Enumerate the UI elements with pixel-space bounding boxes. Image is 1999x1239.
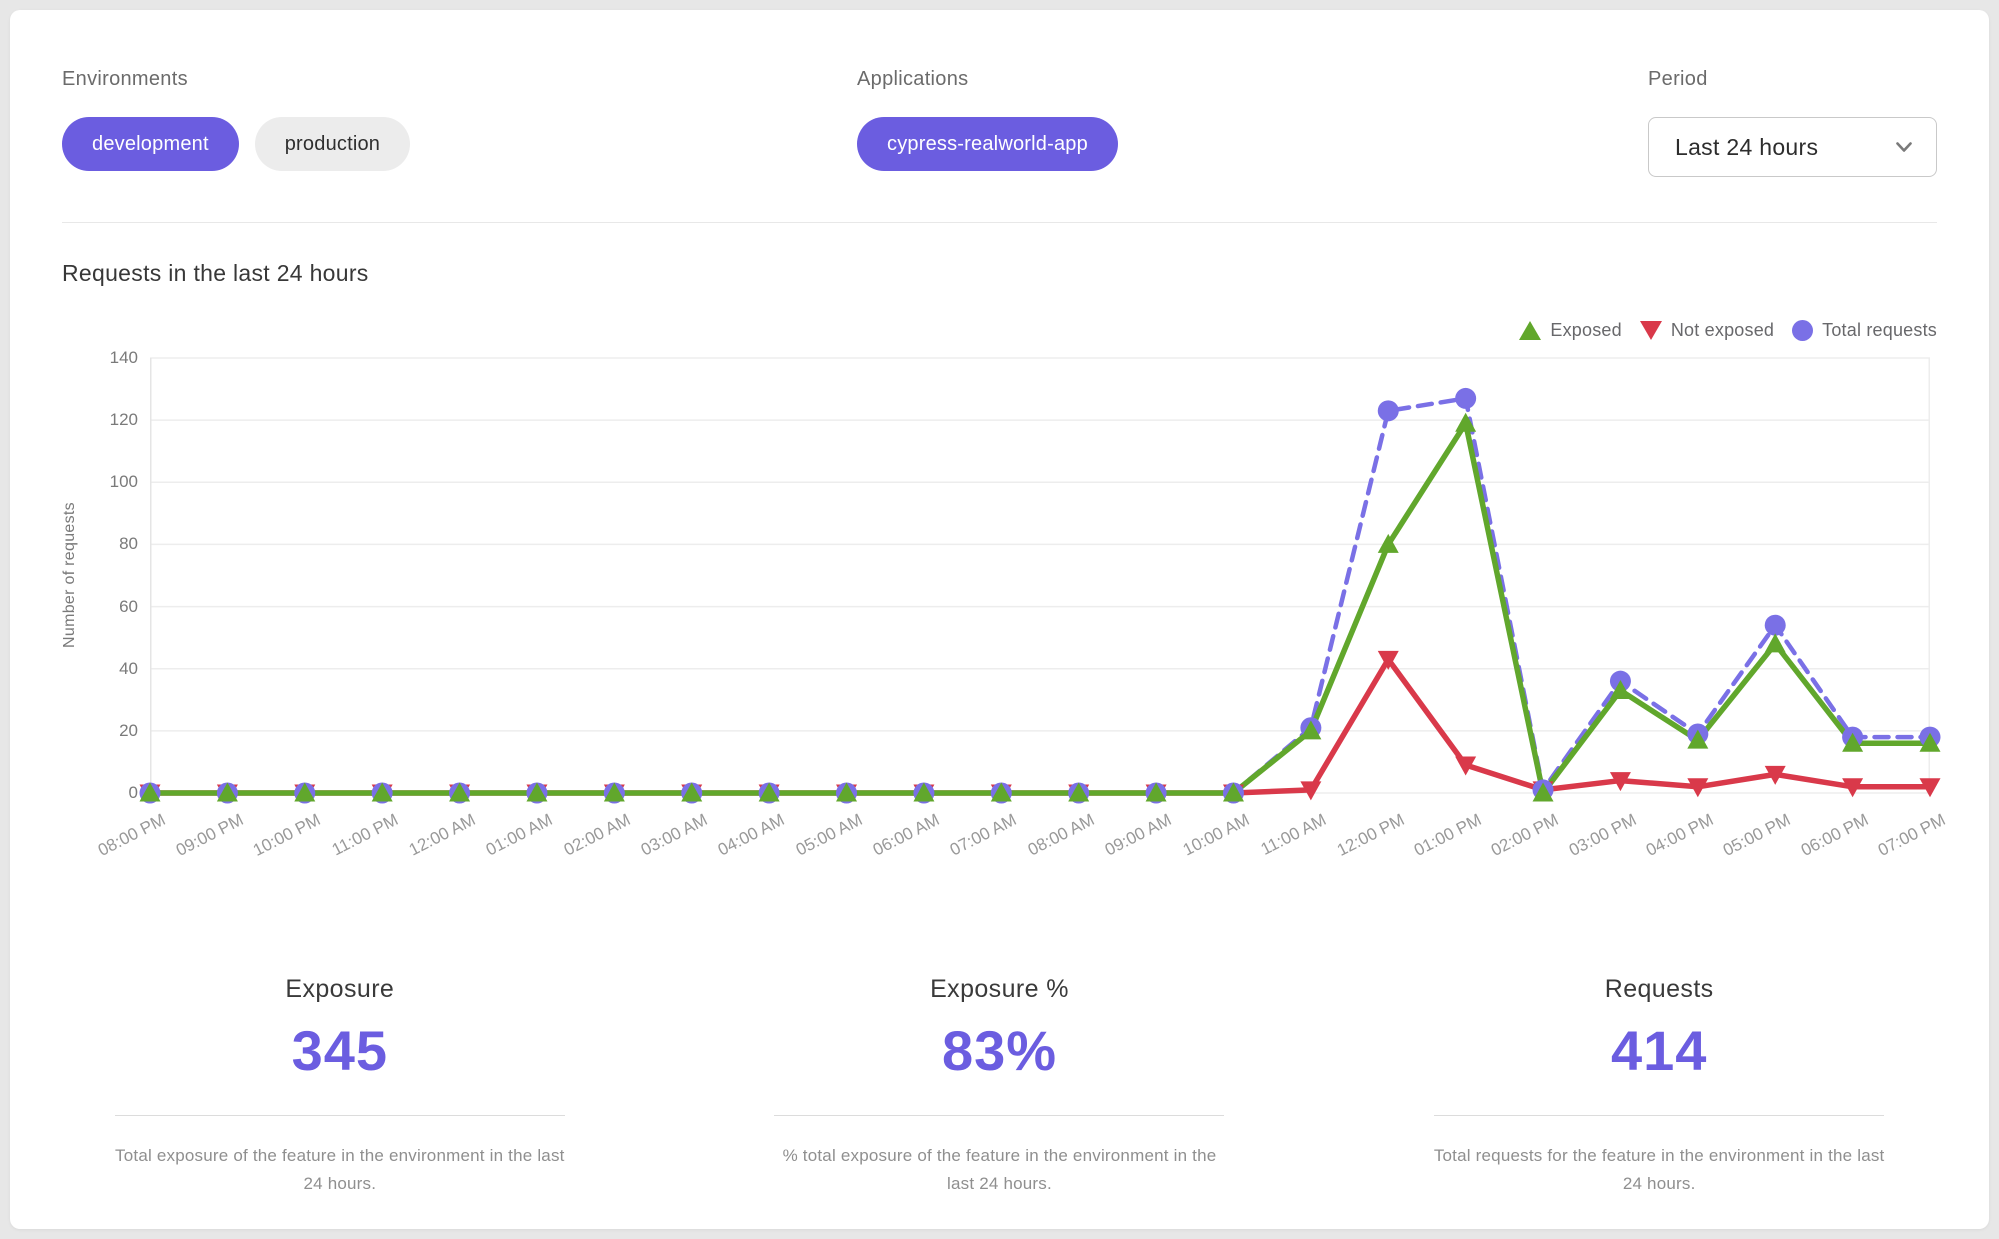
- stat-description: Total exposure of the feature in the env…: [115, 1146, 565, 1194]
- environments-filter: Environments development production: [62, 68, 411, 171]
- x-tick-label: 02:00 PM: [1488, 810, 1562, 860]
- environments-label: Environments: [62, 68, 188, 90]
- chart-title: Requests in the last 24 hours: [62, 260, 369, 286]
- x-tick-label: 07:00 PM: [1875, 810, 1949, 860]
- x-tick-label: 04:00 PM: [1642, 810, 1717, 860]
- x-tick-label: 09:00 PM: [172, 810, 247, 860]
- y-tick-label: 20: [119, 720, 138, 740]
- stat-title: Exposure %: [930, 975, 1069, 1003]
- stat-value: 345: [291, 1019, 389, 1082]
- x-tick-label: 11:00 AM: [1257, 810, 1330, 859]
- chart-legend: Exposed Not exposed Total requests: [1519, 320, 1937, 341]
- stat-divider: [114, 1115, 565, 1116]
- x-tick-label: 04:00 AM: [715, 810, 788, 860]
- period-select[interactable]: Last 24 hours: [1648, 117, 1937, 177]
- period-select-value: Last 24 hours: [1675, 133, 1819, 160]
- exposed-triangle-icon: [1519, 321, 1542, 340]
- y-tick-label: 140: [109, 348, 138, 367]
- x-tick-label: 02:00 AM: [560, 810, 633, 860]
- chart-plot[interactable]: [139, 357, 1941, 808]
- x-tick-label: 05:00 AM: [792, 810, 866, 860]
- legend-item-exposed[interactable]: Exposed: [1519, 320, 1622, 341]
- legend-label: Total requests: [1822, 320, 1937, 340]
- applications-label: Applications: [857, 68, 969, 90]
- y-tick-label: 0: [128, 783, 138, 802]
- y-tick-label: 40: [119, 658, 138, 678]
- legend-item-not-exposed[interactable]: Not exposed: [1639, 320, 1775, 341]
- x-tick-label: 12:00 PM: [1333, 810, 1407, 860]
- period-filter: Period Last 24 hours: [1648, 68, 1937, 177]
- x-tick-label: 08:00 PM: [95, 810, 169, 860]
- x-tick-label: 07:00 AM: [947, 810, 1020, 860]
- chevron-down-icon: [1896, 142, 1912, 152]
- stat-description: Total requests for the feature in the en…: [1433, 1146, 1885, 1194]
- stat-exposure: Exposure 345 Total exposure of the featu…: [10, 975, 670, 1198]
- legend-item-total-requests[interactable]: Total requests: [1792, 320, 1937, 341]
- stats-row: Exposure 345 Total exposure of the featu…: [10, 975, 1989, 1198]
- stat-exposure-percent: Exposure % 83% % total exposure of the f…: [670, 975, 1330, 1198]
- legend-label: Not exposed: [1670, 320, 1775, 340]
- x-tick-label: 03:00 PM: [1565, 810, 1640, 860]
- stat-divider: [774, 1115, 1225, 1116]
- period-label: Period: [1648, 68, 1708, 90]
- x-tick-label: 03:00 AM: [637, 810, 711, 860]
- y-tick-label: 100: [109, 472, 138, 492]
- x-tick-label: 06:00 AM: [869, 810, 943, 860]
- applications-filter: Applications cypress-realworld-app: [857, 68, 1118, 171]
- stat-title: Exposure: [285, 975, 395, 1003]
- legend-label: Exposed: [1550, 320, 1622, 340]
- not-exposed-triangle-icon: [1639, 321, 1662, 340]
- y-tick-label: 80: [119, 534, 138, 554]
- y-tick-label: 60: [119, 596, 138, 616]
- total-requests-circle-icon: [1792, 320, 1814, 341]
- environment-chip-production[interactable]: production: [254, 117, 411, 171]
- y-tick-label: 120: [109, 410, 138, 430]
- stat-description: % total exposure of the feature in the e…: [782, 1146, 1217, 1194]
- stat-value: 83%: [941, 1019, 1058, 1082]
- stat-divider: [1434, 1115, 1885, 1116]
- environment-chip-development[interactable]: development: [62, 117, 239, 171]
- x-tick-label: 08:00 AM: [1024, 810, 1098, 860]
- application-chip-cypress-realworld-app[interactable]: cypress-realworld-app: [857, 117, 1118, 171]
- stat-value: 414: [1610, 1019, 1708, 1082]
- x-tick-label: 12:00 AM: [405, 810, 479, 860]
- x-tick-label: 10:00 AM: [1179, 810, 1253, 860]
- dashboard-card: Environments development production Appl…: [10, 10, 1989, 1229]
- stat-title: Requests: [1604, 975, 1714, 1003]
- filters-divider: [62, 222, 1937, 223]
- x-tick-label: 01:00 PM: [1410, 810, 1485, 860]
- x-tick-label: 05:00 PM: [1720, 810, 1794, 860]
- x-tick-label: 01:00 AM: [482, 810, 556, 860]
- x-tick-label: 06:00 PM: [1797, 810, 1872, 860]
- x-tick-label: 09:00 AM: [1102, 810, 1175, 860]
- x-tick-label: 11:00 PM: [328, 810, 401, 860]
- x-tick-label: 10:00 PM: [249, 810, 324, 860]
- stat-requests: Requests 414 Total requests for the feat…: [1329, 975, 1989, 1198]
- y-axis-title: Number of requests: [61, 502, 78, 648]
